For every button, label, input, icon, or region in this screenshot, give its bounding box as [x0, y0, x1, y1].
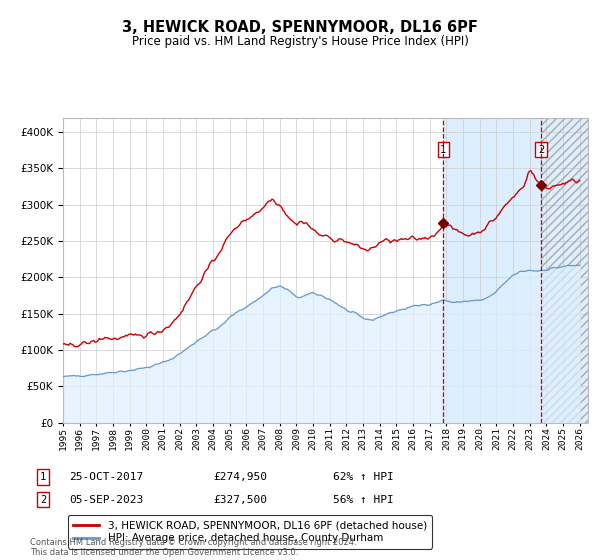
Text: 1: 1 — [440, 144, 446, 155]
Text: 1: 1 — [40, 472, 46, 482]
Bar — [541, 118, 588, 423]
Bar — [443, 118, 588, 423]
Text: Price paid vs. HM Land Registry's House Price Index (HPI): Price paid vs. HM Land Registry's House … — [131, 35, 469, 48]
Bar — [541, 118, 588, 423]
Text: 2: 2 — [40, 494, 46, 505]
Text: Contains HM Land Registry data © Crown copyright and database right 2024.
This d: Contains HM Land Registry data © Crown c… — [30, 538, 356, 557]
Text: 25-OCT-2017: 25-OCT-2017 — [69, 472, 143, 482]
Text: 2: 2 — [538, 144, 544, 155]
Text: 05-SEP-2023: 05-SEP-2023 — [69, 494, 143, 505]
Text: £274,950: £274,950 — [213, 472, 267, 482]
Text: 3, HEWICK ROAD, SPENNYMOOR, DL16 6PF: 3, HEWICK ROAD, SPENNYMOOR, DL16 6PF — [122, 20, 478, 35]
Text: 56% ↑ HPI: 56% ↑ HPI — [333, 494, 394, 505]
Text: 62% ↑ HPI: 62% ↑ HPI — [333, 472, 394, 482]
Text: £327,500: £327,500 — [213, 494, 267, 505]
Legend: 3, HEWICK ROAD, SPENNYMOOR, DL16 6PF (detached house), HPI: Average price, detac: 3, HEWICK ROAD, SPENNYMOOR, DL16 6PF (de… — [68, 515, 432, 549]
